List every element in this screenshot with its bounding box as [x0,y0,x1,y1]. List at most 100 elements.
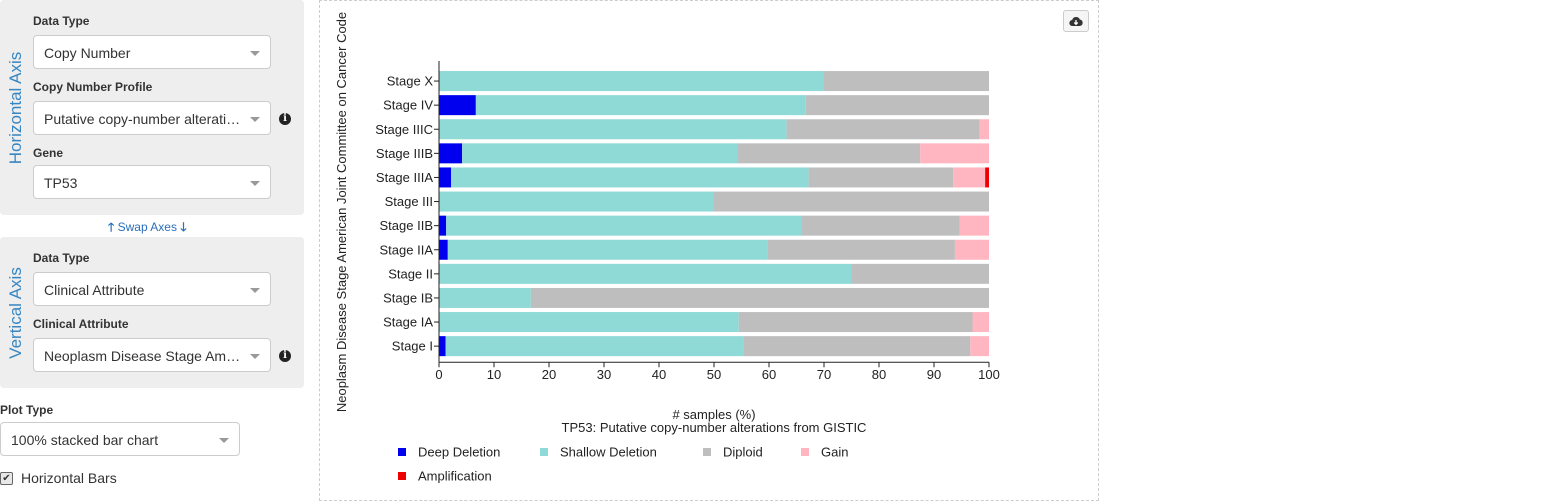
bar-segment[interactable] [439,336,446,357]
bar-segment[interactable] [920,143,989,164]
y-tick-label: Stage IA [383,315,433,330]
bar-segment[interactable] [959,215,989,236]
y-tick-label: Stage IV [383,98,433,113]
chevron-down-icon [250,288,260,293]
bar-segment[interactable] [743,336,971,357]
bar-segment[interactable] [447,239,768,260]
legend-label: Diploid [723,445,763,460]
y-tick-label: Stage IIIB [376,146,433,161]
h-gene-select[interactable]: TP53 [33,165,271,199]
x-tick-label: 100 [978,367,1000,382]
bar-segment[interactable] [439,287,531,308]
legend-label: Deep Deletion [418,445,500,460]
y-tick-label: Stage IIA [380,242,434,257]
v-data-type-select[interactable]: Clinical Attribute [33,272,271,306]
y-tick-label: Stage III [385,194,433,209]
bar-segment[interactable] [475,95,806,116]
cloud-download-icon [1069,16,1083,26]
y-tick-label: Stage IIB [380,218,433,233]
bar-segment[interactable] [970,336,989,357]
bar-segment[interactable] [439,263,852,284]
x-tick-label: 40 [652,367,666,382]
bar-segment[interactable] [446,215,802,236]
x-tick-label: 10 [487,367,501,382]
bar-segment[interactable] [445,336,744,357]
y-axis-label: Neoplasm Disease Stage American Joint Co… [334,12,349,412]
legend-swatch [801,448,809,456]
x-axis-label: # samples (%) [672,407,755,422]
bar-segment[interactable] [824,71,989,92]
bar-segment[interactable] [985,167,989,188]
plot-type-label: Plot Type [0,403,54,417]
legend-label: Shallow Deletion [560,445,657,460]
bar-segment[interactable] [439,191,714,212]
bar-segment[interactable] [439,119,787,140]
download-button[interactable] [1063,10,1089,32]
x-tick-label: 0 [435,367,442,382]
h-profile-label: Copy Number Profile [33,80,153,94]
y-tick-label: Stage IIIA [376,170,433,185]
y-tick-label: Stage X [387,74,434,89]
bar-segment[interactable] [439,312,739,333]
bar-segment[interactable] [953,167,986,188]
v-data-type-label: Data Type [33,251,90,265]
bar-segment[interactable] [737,143,921,164]
swap-axes-button[interactable]: 🡑 Swap Axes 🡓 [108,218,187,239]
legend-item[interactable]: Amplification [398,469,492,484]
bar-segment[interactable] [439,71,824,92]
legend-label: Gain [821,445,848,460]
bar-segment[interactable] [979,119,989,140]
bar-segment[interactable] [714,191,989,212]
horizontal-bars-label: Horizontal Bars [21,470,117,486]
bar-segment[interactable] [738,312,973,333]
bar-segment[interactable] [451,167,809,188]
horizontal-bars-checkbox[interactable]: ✔ Horizontal Bars [0,470,117,486]
legend-swatch [398,448,406,456]
horizontal-axis-panel: Horizontal Axis Data Type Copy Number Co… [0,0,304,215]
bar-segment[interactable] [786,119,980,140]
swap-axes-label: Swap Axes [117,220,177,234]
checkbox-checked-icon[interactable]: ✔ [0,471,13,485]
info-circle-icon[interactable]: i [279,350,291,362]
h-profile-select[interactable]: Putative copy-number alterations from GI… [33,101,271,135]
bar-segment[interactable] [439,167,452,188]
chevron-down-icon [250,181,260,186]
legend-item[interactable]: Diploid [703,445,763,460]
legend-swatch [540,448,548,456]
x-tick-label: 30 [597,367,611,382]
legend-item[interactable]: Deep Deletion [398,445,500,460]
bar-segment[interactable] [439,143,463,164]
bar-segment[interactable] [530,287,989,308]
bar-segment[interactable] [439,95,476,116]
bar-segment[interactable] [851,263,990,284]
legend-label: Amplification [418,469,492,484]
h-data-type-label: Data Type [33,14,90,28]
vertical-axis-panel: Vertical Axis Data Type Clinical Attribu… [0,237,304,388]
bar-segment[interactable] [954,239,989,260]
bar-segment[interactable] [972,312,990,333]
bar-segment[interactable] [439,215,447,236]
bar-segment[interactable] [805,95,989,116]
legend-item[interactable]: Shallow Deletion [540,445,657,460]
legend-swatch [398,472,406,480]
arrow-down-icon: 🡓 [180,220,187,234]
chart-title: TP53: Putative copy-number alterations f… [562,420,867,435]
x-tick-label: 90 [927,367,941,382]
bar-segment[interactable] [808,167,954,188]
x-tick-label: 70 [817,367,831,382]
bar-segment[interactable] [439,239,448,260]
chevron-down-icon [250,354,260,359]
stacked-bar-chart: Stage X Stage IV Stage IIIC Stage IIIB Stage… [334,12,1000,484]
bar-segment[interactable] [462,143,738,164]
legend-item[interactable]: Gain [801,445,848,460]
x-tick-label: 50 [707,367,721,382]
plot-container [319,0,1099,501]
bar-segment[interactable] [767,239,955,260]
v-clinical-select[interactable]: Neoplasm Disease Stage American Joint Co… [33,338,271,372]
h-data-type-select[interactable]: Copy Number [33,35,271,69]
x-tick-label: 20 [542,367,556,382]
plot-type-select[interactable]: 100% stacked bar chart [0,422,240,456]
chevron-down-icon [250,51,260,56]
info-circle-icon[interactable]: i [279,113,291,125]
bar-segment[interactable] [802,215,960,236]
